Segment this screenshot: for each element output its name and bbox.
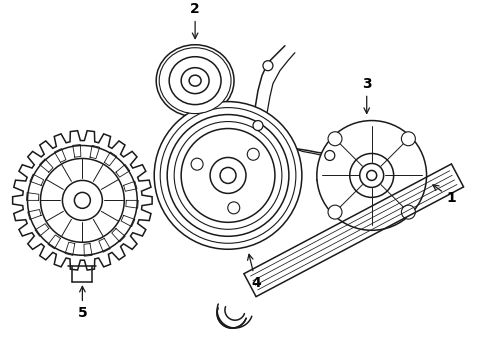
Circle shape — [327, 205, 341, 219]
Circle shape — [247, 148, 259, 160]
Circle shape — [349, 153, 393, 197]
Circle shape — [154, 102, 301, 249]
Circle shape — [160, 108, 295, 243]
Ellipse shape — [181, 68, 209, 94]
Circle shape — [220, 167, 236, 183]
Circle shape — [191, 158, 203, 170]
Ellipse shape — [159, 48, 230, 113]
Circle shape — [316, 121, 426, 230]
Circle shape — [359, 163, 383, 188]
Circle shape — [174, 122, 282, 229]
Text: 5: 5 — [77, 286, 87, 320]
Text: 1: 1 — [432, 185, 455, 205]
Ellipse shape — [189, 75, 201, 86]
Circle shape — [27, 145, 137, 255]
Ellipse shape — [156, 45, 234, 117]
Ellipse shape — [169, 57, 221, 105]
Circle shape — [210, 157, 245, 193]
Circle shape — [324, 150, 334, 161]
Text: 4: 4 — [247, 254, 260, 290]
Circle shape — [167, 114, 288, 236]
Circle shape — [263, 61, 272, 71]
Circle shape — [327, 132, 341, 146]
Text: 3: 3 — [361, 77, 371, 113]
Circle shape — [401, 132, 414, 146]
Circle shape — [252, 121, 263, 131]
Circle shape — [401, 205, 414, 219]
Polygon shape — [13, 131, 152, 270]
Circle shape — [62, 180, 102, 220]
Text: 2: 2 — [190, 2, 200, 39]
Circle shape — [366, 170, 376, 180]
Circle shape — [181, 129, 274, 222]
Circle shape — [41, 158, 124, 242]
Circle shape — [74, 192, 90, 208]
Circle shape — [227, 202, 239, 214]
